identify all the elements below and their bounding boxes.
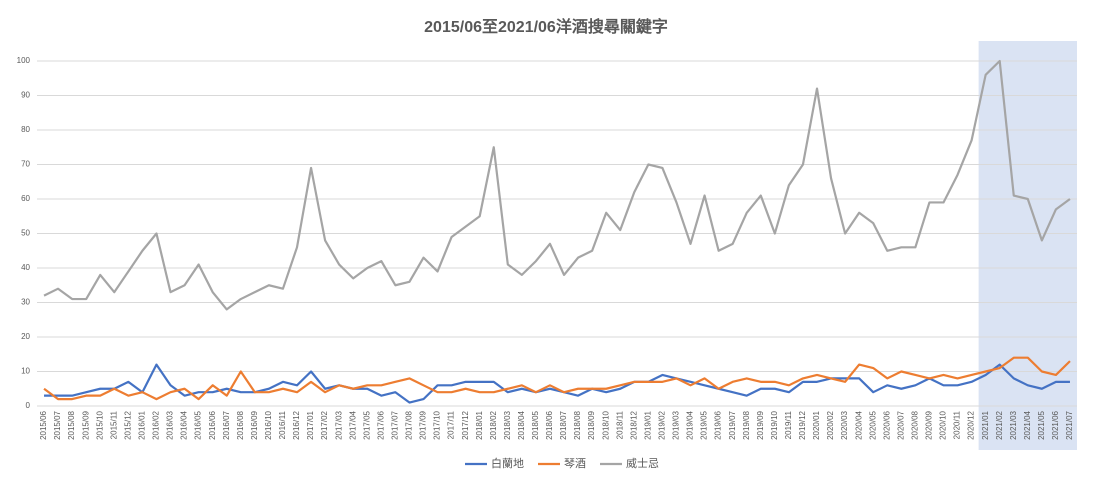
x-tick-label: 2021/02 bbox=[995, 410, 1004, 439]
series-line bbox=[44, 363, 1070, 404]
x-tick-label: 2015/09 bbox=[81, 410, 90, 439]
x-tick-label: 2016/11 bbox=[278, 410, 287, 439]
legend-label: 白蘭地 bbox=[491, 456, 524, 470]
x-tick-label: 2017/12 bbox=[461, 410, 470, 439]
y-tick-label: 80 bbox=[21, 125, 30, 134]
x-tick-label: 2015/11 bbox=[109, 410, 118, 439]
x-tick-label: 2020/06 bbox=[882, 410, 891, 439]
x-tick-label: 2020/01 bbox=[812, 410, 821, 439]
x-tick-label: 2019/02 bbox=[658, 410, 667, 439]
x-tick-label: 2016/02 bbox=[152, 410, 161, 439]
y-tick-label: 60 bbox=[21, 194, 30, 203]
x-tick-label: 2017/02 bbox=[320, 410, 329, 439]
x-tick-label: 2020/05 bbox=[868, 410, 877, 439]
x-tick-label: 2019/04 bbox=[686, 410, 695, 439]
chart-title: 2015/06至2021/06洋酒搜尋關鍵字 bbox=[424, 17, 668, 36]
y-tick-label: 20 bbox=[21, 332, 30, 341]
x-tick-label: 2018/09 bbox=[587, 410, 596, 439]
x-tick-label: 2016/10 bbox=[264, 410, 273, 439]
series-line bbox=[43, 59, 1071, 311]
x-tick-label: 2018/03 bbox=[503, 410, 512, 439]
x-tick-label: 2016/06 bbox=[208, 410, 217, 439]
x-tick-label: 2019/06 bbox=[714, 410, 723, 439]
x-tick-label: 2018/08 bbox=[573, 410, 582, 439]
x-tick-label: 2015/12 bbox=[123, 410, 132, 439]
x-tick-label: 2016/04 bbox=[180, 410, 189, 439]
y-tick-label: 70 bbox=[21, 160, 30, 169]
x-tick-label: 2020/09 bbox=[925, 410, 934, 439]
x-tick-label: 2020/10 bbox=[939, 410, 948, 439]
x-tick-label: 2020/02 bbox=[826, 410, 835, 439]
x-tick-label: 2020/08 bbox=[910, 410, 919, 439]
x-tick-label: 2015/08 bbox=[67, 410, 76, 439]
x-tick-label: 2016/03 bbox=[166, 410, 175, 439]
x-tick-label: 2021/04 bbox=[1023, 410, 1032, 439]
x-tick-label: 2019/03 bbox=[672, 410, 681, 439]
x-tick-label: 2017/08 bbox=[405, 410, 414, 439]
y-tick-label: 40 bbox=[21, 263, 30, 272]
x-tick-label: 2018/11 bbox=[615, 410, 624, 439]
x-tick-label: 2021/05 bbox=[1037, 410, 1046, 439]
x-tick-label: 2017/06 bbox=[376, 410, 385, 439]
x-tick-label: 2021/06 bbox=[1051, 410, 1060, 439]
x-tick-label: 2020/11 bbox=[953, 410, 962, 439]
highlight-region bbox=[978, 41, 1077, 450]
series-line bbox=[43, 356, 1071, 401]
x-tick-label: 2021/07 bbox=[1065, 410, 1074, 439]
x-tick-label: 2017/09 bbox=[419, 410, 428, 439]
x-tick-label: 2019/12 bbox=[798, 410, 807, 439]
y-tick-label: 50 bbox=[21, 229, 30, 238]
x-tick-label: 2016/05 bbox=[194, 410, 203, 439]
x-tick-label: 2020/04 bbox=[854, 410, 863, 439]
x-tick-label: 2018/01 bbox=[475, 410, 484, 439]
y-tick-label: 30 bbox=[21, 298, 30, 307]
x-tick-label: 2019/07 bbox=[728, 410, 737, 439]
x-tick-label: 2016/08 bbox=[236, 410, 245, 439]
legend-label: 琴酒 bbox=[564, 457, 586, 470]
y-tick-label: 100 bbox=[17, 56, 31, 65]
x-tick-label: 2018/06 bbox=[545, 410, 554, 439]
x-tick-label: 2017/11 bbox=[447, 410, 456, 439]
x-tick-label: 2019/09 bbox=[756, 410, 765, 439]
y-tick-label: 90 bbox=[21, 91, 30, 100]
legend-label: 威士忌 bbox=[626, 457, 659, 470]
x-tick-label: 2016/07 bbox=[222, 410, 231, 439]
x-tick-label: 2015/06 bbox=[39, 410, 48, 439]
x-tick-label: 2021/01 bbox=[981, 410, 990, 439]
x-tick-label: 2019/01 bbox=[643, 410, 652, 439]
x-tick-label: 2017/01 bbox=[306, 410, 315, 439]
x-tick-label: 2018/04 bbox=[517, 410, 526, 439]
x-tick-label: 2020/12 bbox=[967, 410, 976, 439]
x-tick-label: 2016/12 bbox=[292, 410, 301, 439]
x-tick-label: 2018/10 bbox=[601, 410, 610, 439]
x-tick-label: 2015/10 bbox=[95, 410, 104, 439]
x-tick-label: 2017/05 bbox=[362, 410, 371, 439]
x-tick-label: 2018/02 bbox=[489, 410, 498, 439]
y-tick-label: 10 bbox=[21, 367, 30, 376]
x-tick-label: 2021/03 bbox=[1009, 410, 1018, 439]
x-tick-label: 2018/12 bbox=[629, 410, 638, 439]
x-tick-label: 2018/07 bbox=[559, 410, 568, 439]
x-tick-label: 2017/07 bbox=[390, 410, 399, 439]
x-tick-label: 2019/10 bbox=[770, 410, 779, 439]
x-tick-label: 2017/03 bbox=[334, 410, 343, 439]
x-tick-label: 2016/09 bbox=[250, 410, 259, 439]
x-tick-label: 2018/05 bbox=[531, 410, 540, 439]
y-tick-label: 0 bbox=[26, 401, 31, 410]
x-tick-label: 2020/03 bbox=[840, 410, 849, 439]
x-tick-label: 2020/07 bbox=[896, 410, 905, 439]
x-tick-label: 2017/10 bbox=[433, 410, 442, 439]
x-tick-label: 2019/08 bbox=[742, 410, 751, 439]
x-tick-label: 2019/11 bbox=[784, 410, 793, 439]
x-tick-label: 2019/05 bbox=[700, 410, 709, 439]
x-tick-label: 2017/04 bbox=[348, 410, 357, 439]
x-tick-label: 2016/01 bbox=[138, 410, 147, 439]
x-tick-label: 2015/07 bbox=[53, 410, 62, 439]
